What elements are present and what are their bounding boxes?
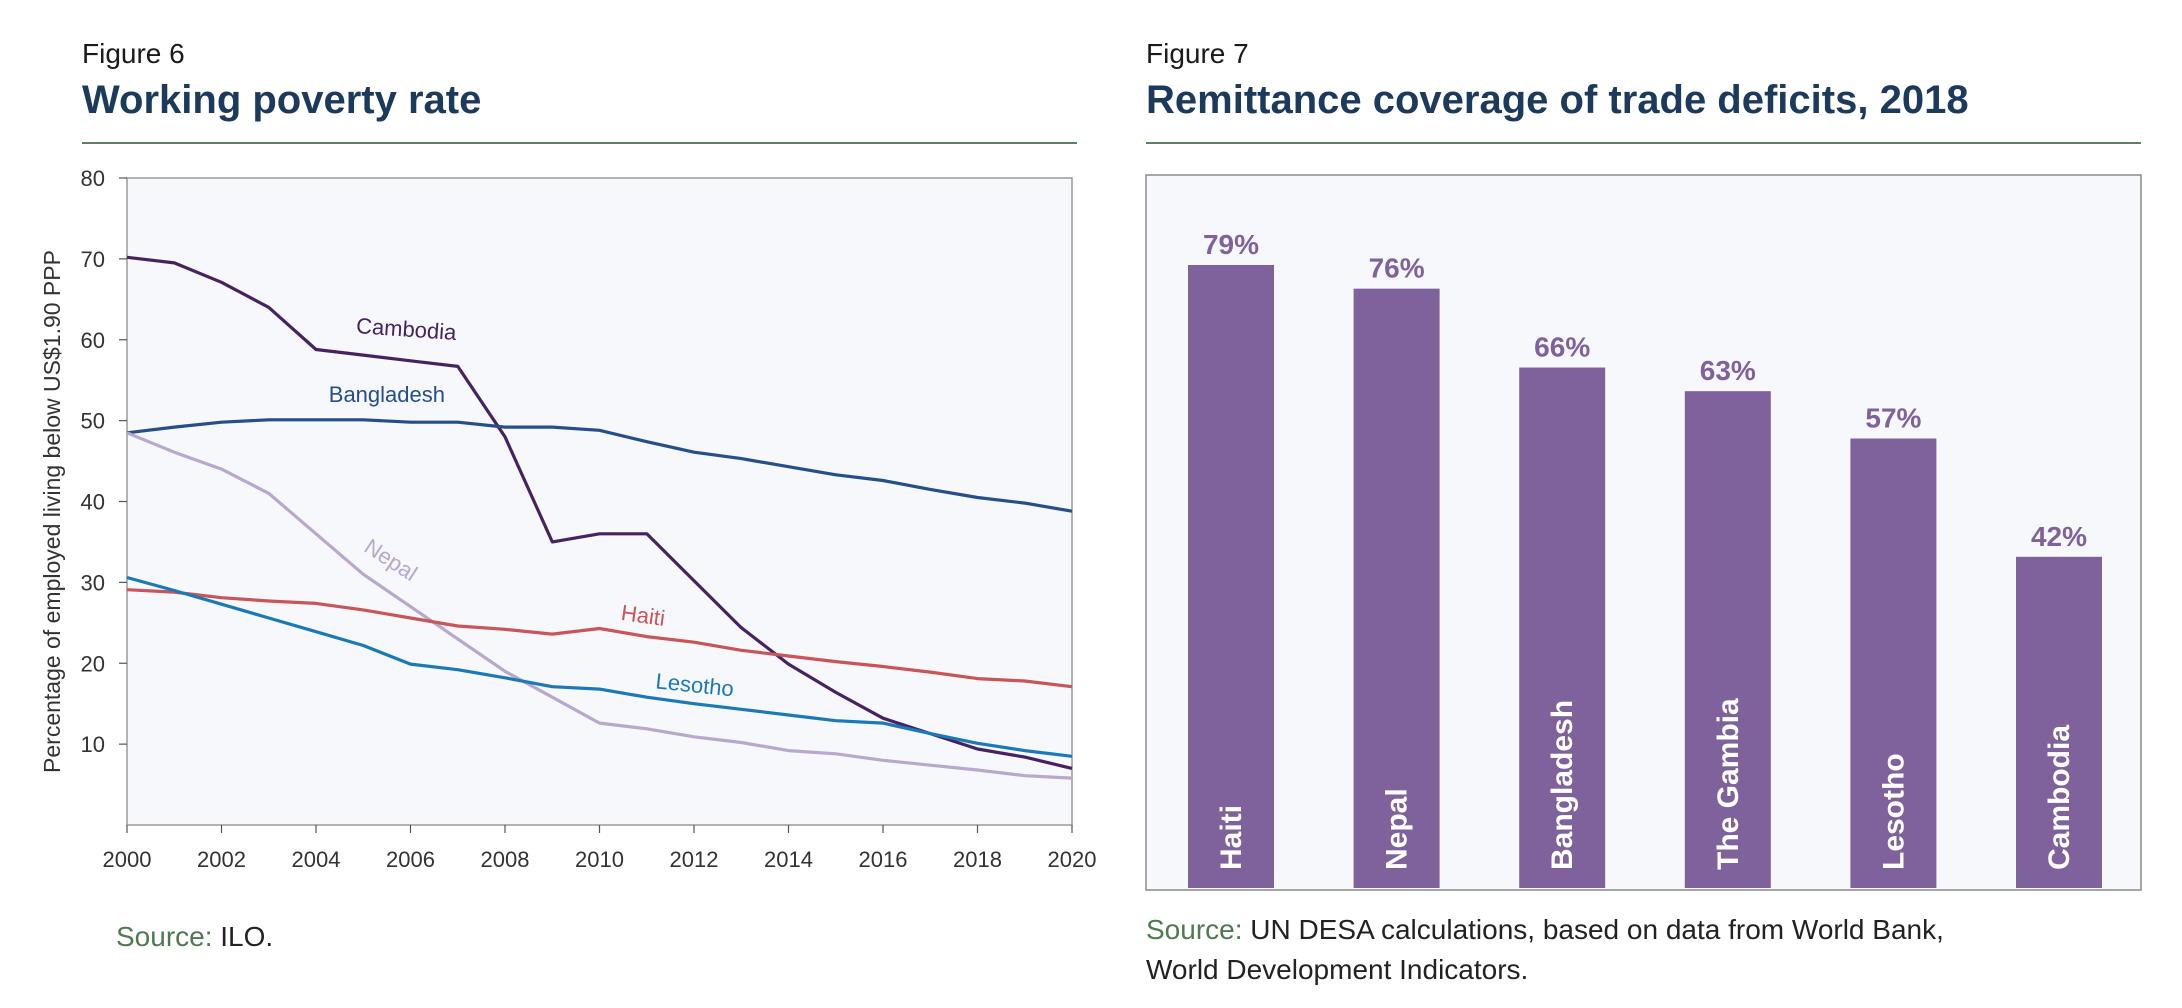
- x-tick-label: 2018: [953, 847, 1002, 872]
- series-line-haiti: [126, 588, 1073, 689]
- series-line-bangladesh: [126, 418, 1073, 513]
- figure-7-source: Source: UN DESA calculations, based on d…: [1146, 910, 1944, 990]
- y-tick-label: 50: [81, 409, 105, 434]
- bar-value-label: 42%: [2031, 521, 2087, 552]
- bar-bangladesh: [1519, 367, 1606, 888]
- bar-value-label: 57%: [1865, 402, 1921, 433]
- figure-6-label: Figure 6: [82, 38, 185, 69]
- series-line-nepal: [126, 431, 1073, 780]
- x-tick-label: 2006: [386, 847, 435, 872]
- bar-haiti: [1188, 265, 1274, 888]
- x-tick-label: 2016: [859, 847, 908, 872]
- y-tick-label: 30: [81, 570, 105, 595]
- bar-category-label: Haiti: [1215, 805, 1248, 870]
- bar-nepal: [1353, 288, 1440, 889]
- x-tick-label: 2004: [292, 847, 341, 872]
- figure-6-title-rule: [82, 142, 1077, 144]
- figure-6-source: Source: ILO.: [116, 917, 273, 957]
- bar-category-label: Nepal: [1381, 788, 1414, 870]
- series-line-lesotho: [126, 575, 1073, 758]
- y-tick-label: 80: [81, 166, 105, 191]
- series-label-bangladesh: Bangladesh: [329, 382, 445, 407]
- bar-value-label: 79%: [1203, 229, 1259, 260]
- bar-lesotho: [1850, 438, 1937, 888]
- figure-7-title-rule: [1146, 142, 2141, 144]
- bar-category-label: Lesotho: [1877, 753, 1910, 870]
- line-chart: 10 20 30 40 50 60 70 80 2000 2002 2004 2006 2008 2010…: [39, 166, 1096, 872]
- x-tick-label: 2010: [575, 847, 624, 872]
- bar-cambodia: [2016, 556, 2102, 888]
- figure-7-source-line-1: Source: UN DESA calculations, based on d…: [1146, 910, 1944, 950]
- bar-category-label: The Gambia: [1712, 698, 1745, 870]
- x-tick-label: 2020: [1048, 847, 1097, 872]
- series-label-haiti: Haiti: [620, 600, 667, 631]
- x-tick-label: 2002: [197, 847, 246, 872]
- x-tick-label: 2012: [670, 847, 719, 872]
- figure-6-source-label: Source:: [116, 921, 213, 952]
- y-tick-label: 10: [81, 732, 105, 757]
- bar-category-label: Bangladesh: [1546, 700, 1579, 870]
- figure-7-label: Figure 7: [1146, 38, 1249, 69]
- figure-7-source-text: UN DESA calculations, based on data from…: [1242, 914, 1944, 945]
- bar-category-label: Cambodia: [2043, 725, 2076, 870]
- figure-6-title: Working poverty rate: [82, 78, 482, 122]
- bar-value-label: 66%: [1534, 332, 1590, 363]
- bar-plot-area: [1145, 174, 2142, 891]
- bar-value-label: 76%: [1369, 253, 1425, 284]
- figure-6-source-text: ILO.: [212, 921, 274, 952]
- x-tick-label: 2014: [764, 847, 813, 872]
- bar-value-label: 63%: [1700, 355, 1756, 386]
- figure-7-source-label: Source:: [1146, 914, 1243, 945]
- bar-chart: 79% Haiti 76% Nepal 66% Bangladesh 63% The Gamb…: [1145, 174, 2142, 891]
- x-tick-label: 2008: [481, 847, 530, 872]
- figure-7-title: Remittance coverage of trade deficits, 2…: [1146, 78, 1969, 122]
- y-tick-label: 60: [81, 328, 105, 353]
- figure-7-source-line-2: World Development Indicators.: [1146, 954, 1529, 985]
- plot-area: [127, 178, 1072, 825]
- y-tick-label: 40: [81, 490, 105, 515]
- x-tick-label: 2000: [103, 847, 152, 872]
- y-tick-label: 70: [81, 247, 105, 272]
- y-axis-label: Percentage of employed living below US$1…: [39, 250, 65, 773]
- bar-the-gambia: [1684, 391, 1771, 888]
- y-tick-label: 20: [81, 651, 105, 676]
